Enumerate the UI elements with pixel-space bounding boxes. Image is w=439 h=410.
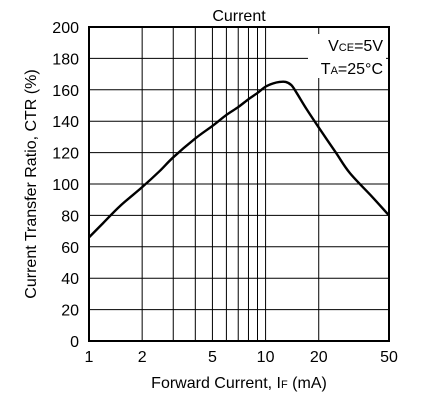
plot-frame [88, 26, 390, 342]
x-axis-label: Forward Current, IF (mA) [151, 375, 327, 392]
y-tick-label: 100 [52, 177, 79, 194]
x-tick-label: 50 [380, 349, 398, 366]
conditions-background [308, 34, 386, 78]
x-tick-labels: 1 2 5 10 20 50 [85, 349, 398, 366]
y-tick-label: 140 [52, 114, 79, 131]
test-conditions-legend: VCE=5V TA=25°C [308, 34, 386, 78]
x-tick-label: 2 [138, 349, 147, 366]
x-tick-label: 5 [208, 349, 217, 366]
ta-condition: TA=25°C [321, 61, 383, 78]
y-tick-labels: 0 20 40 60 80 100 120 140 160 180 200 [52, 20, 79, 351]
x-tick-label: 1 [85, 349, 94, 366]
y-tick-label: 200 [52, 20, 79, 37]
ctr-series-line [88, 80, 390, 239]
chart-title: Current [212, 8, 266, 25]
y-tick-label: 180 [52, 51, 79, 68]
y-tick-label: 60 [61, 240, 79, 257]
y-tick-label: 120 [52, 146, 79, 163]
x-tick-label: 20 [310, 349, 328, 366]
y-axis-label: Current Transfer Ratio, CTR (%) [23, 69, 40, 298]
x-tick-label: 10 [257, 349, 275, 366]
y-tick-label: 80 [61, 208, 79, 225]
y-tick-label: 40 [61, 271, 79, 288]
y-tick-label: 160 [52, 83, 79, 100]
y-tick-label: 20 [61, 303, 79, 320]
y-tick-label: 0 [70, 334, 79, 351]
vce-condition: VCE=5V [328, 38, 383, 55]
